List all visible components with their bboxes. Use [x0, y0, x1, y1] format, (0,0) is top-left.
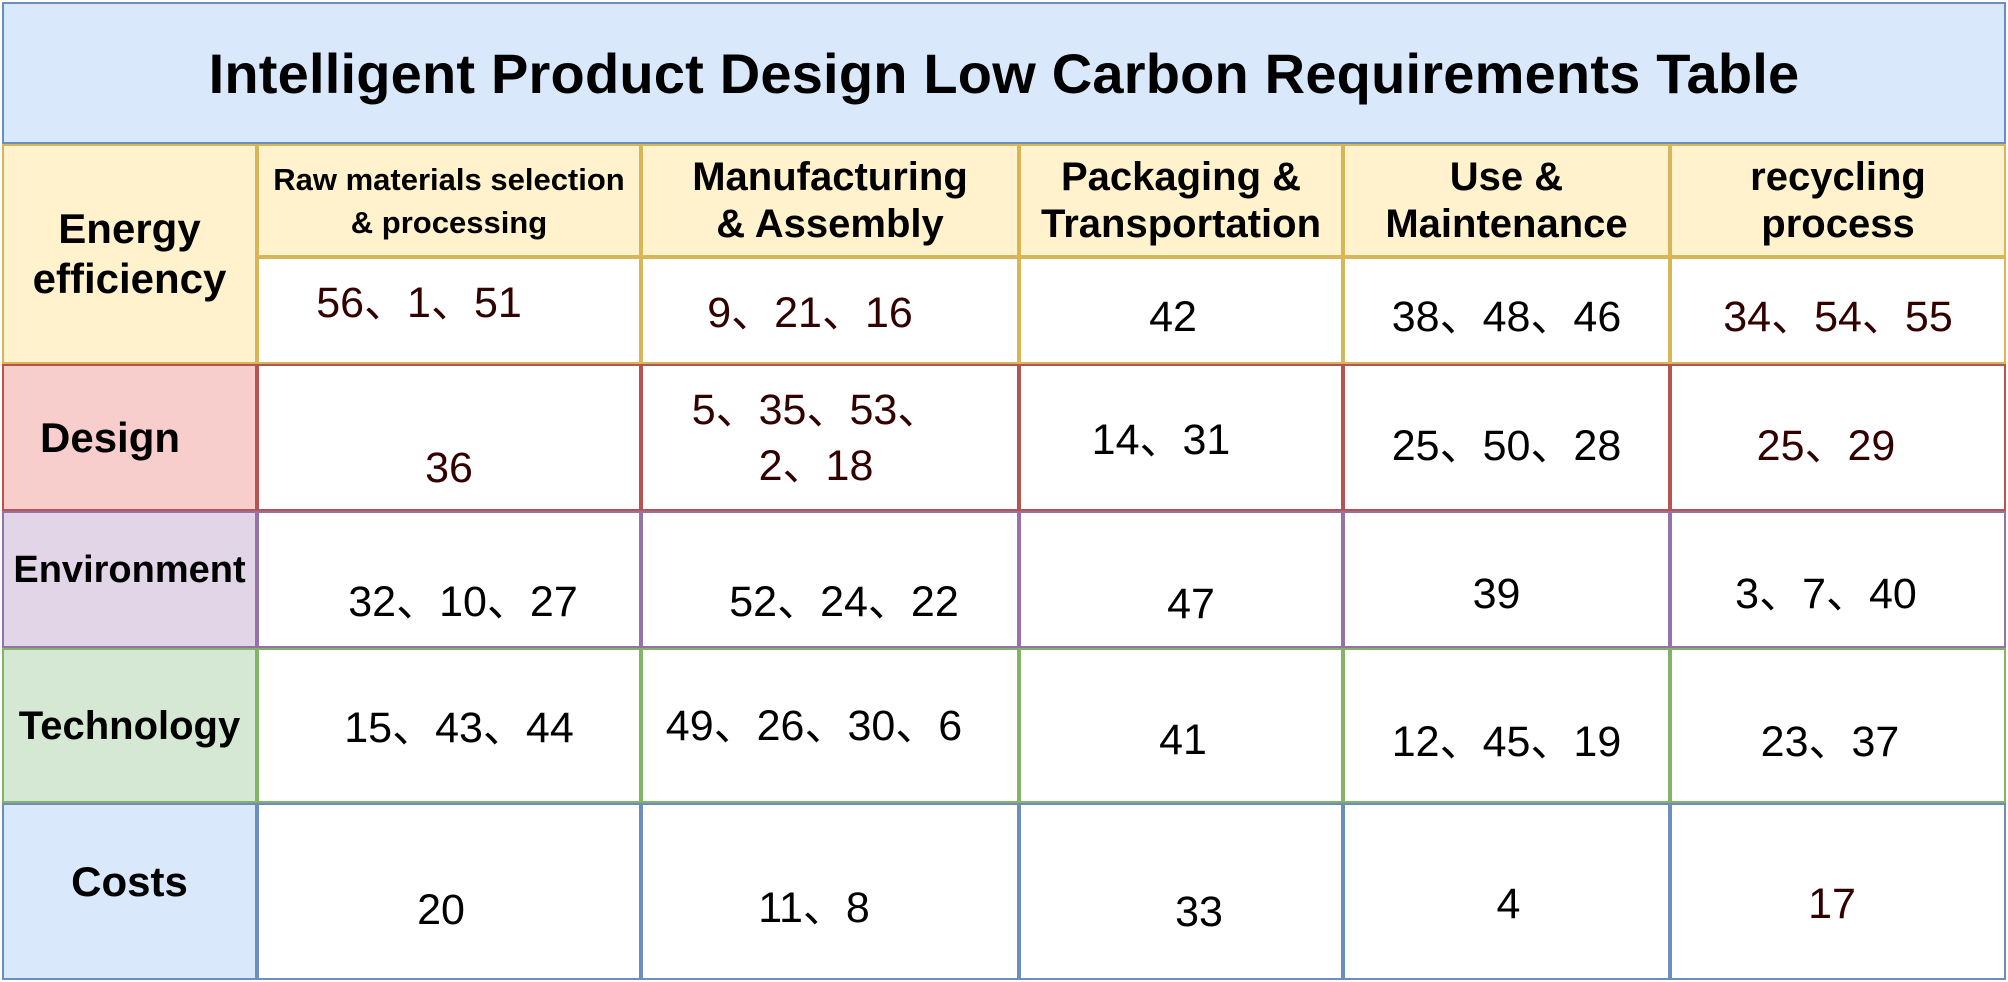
table-cell: 11、8	[641, 803, 1019, 980]
table-cell: 32、10、27	[257, 511, 641, 648]
table-cell: 33	[1019, 803, 1343, 980]
table-title-banner: Intelligent Product Design Low Carbon Re…	[2, 2, 2006, 144]
column-header-manufacturing: Manufacturing & Assembly	[641, 144, 1019, 257]
column-header-recycling: recycling process	[1670, 144, 2006, 257]
table-cell: 56、1、51	[257, 257, 641, 364]
table-cell: 4	[1343, 803, 1670, 980]
row-label-energy-efficiency: Energy efficiency	[2, 144, 257, 364]
table-cell: 14、31	[1019, 364, 1343, 511]
table-cell: 52、24、22	[641, 511, 1019, 648]
table-cell: 17	[1670, 803, 2006, 980]
table-cell: 42	[1019, 257, 1343, 364]
row-label-design: Design	[2, 364, 257, 511]
table-cell: 23、37	[1670, 648, 2006, 803]
table-cell: 47	[1019, 511, 1343, 648]
table-cell: 20	[257, 803, 641, 980]
table-cell: 9、21、16	[641, 257, 1019, 364]
table-cell: 36	[257, 364, 641, 511]
table-cell: 3、7、40	[1670, 511, 2006, 648]
table-cell: 25、29	[1670, 364, 2006, 511]
table-cell: 38、48、46	[1343, 257, 1670, 364]
table-cell: 15、43、44	[257, 648, 641, 803]
table-cell: 34、54、55	[1670, 257, 2006, 364]
table-cell: 12、45、19	[1343, 648, 1670, 803]
table-cell: 49、26、30、6	[641, 648, 1019, 803]
table-cell: 39	[1343, 511, 1670, 648]
row-label-costs: Costs	[2, 803, 257, 980]
table-cell: 5、35、53、 2、18	[641, 364, 1019, 511]
table-cell: 41	[1019, 648, 1343, 803]
table-cell: 25、50、28	[1343, 364, 1670, 511]
column-header-raw-materials: Raw materials selection & processing	[257, 144, 641, 257]
column-header-packaging: Packaging & Transportation	[1019, 144, 1343, 257]
row-label-technology: Technology	[2, 648, 257, 803]
column-header-use-maintenance: Use & Maintenance	[1343, 144, 1670, 257]
row-label-environment: Environment	[2, 511, 257, 648]
table-title: Intelligent Product Design Low Carbon Re…	[208, 41, 1800, 105]
